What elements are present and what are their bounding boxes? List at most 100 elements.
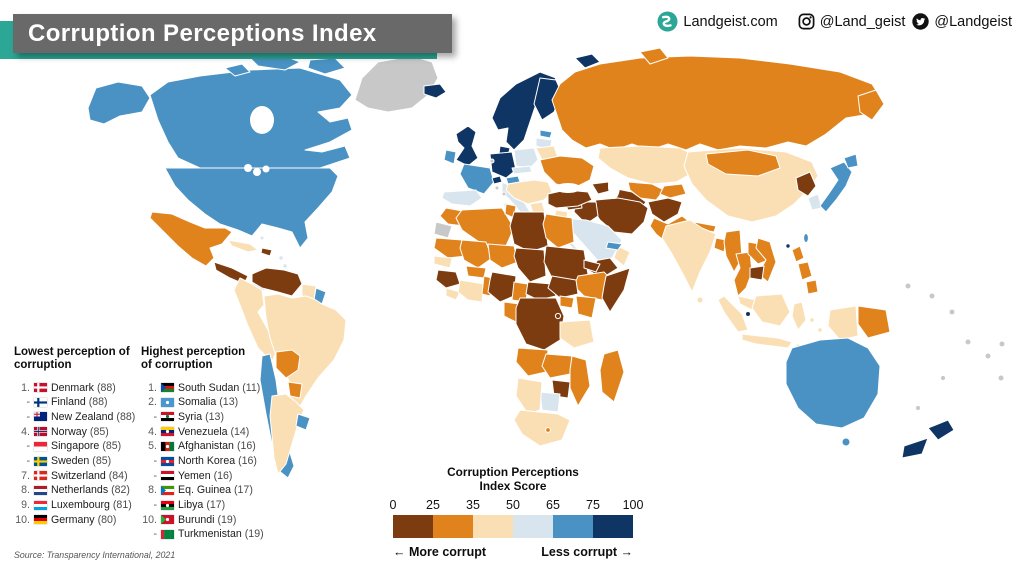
rank-label: - bbox=[26, 410, 30, 423]
map-region-caribbean-islands bbox=[282, 263, 288, 269]
flag-icon-singapore bbox=[34, 441, 47, 451]
map-region-lesotho bbox=[545, 427, 551, 433]
map-region-pacific-islands bbox=[904, 282, 912, 290]
map-region-kenya bbox=[575, 295, 597, 319]
legend-swatch bbox=[553, 515, 593, 539]
map-region-drc bbox=[515, 297, 565, 351]
legend-swatch bbox=[393, 515, 433, 539]
country-name: New Zealand bbox=[51, 410, 114, 423]
instagram-handle: @Land_geist bbox=[819, 13, 906, 30]
country-name: Singapore bbox=[51, 440, 100, 453]
map-region-guinea bbox=[435, 269, 461, 289]
map-region-philippines bbox=[797, 261, 813, 281]
map-region-indonesia bbox=[751, 293, 791, 327]
map-region-uruguay bbox=[295, 413, 311, 431]
list-item: - Sweden (85) bbox=[14, 454, 136, 469]
map-region-south-korea bbox=[807, 193, 823, 211]
rank-label: - bbox=[153, 410, 157, 423]
lowest-corruption-list: Lowest perception of corruption 1. Denmar… bbox=[14, 346, 136, 527]
country-score: (84) bbox=[108, 469, 128, 482]
country-score: (88) bbox=[88, 396, 108, 409]
map-region-ivory-ghana bbox=[457, 279, 485, 303]
landgeist-logo-icon bbox=[657, 11, 678, 32]
map-region-ireland bbox=[443, 149, 457, 165]
map-region-hispaniola bbox=[260, 247, 273, 257]
map-region-singapore bbox=[745, 311, 751, 317]
site-label: Landgeist.com bbox=[683, 13, 778, 30]
map-region-uganda bbox=[559, 295, 575, 309]
flag-icon-denmark bbox=[34, 383, 47, 393]
map-region-uk bbox=[455, 125, 479, 167]
map-region-arctic-islands bbox=[224, 63, 251, 77]
map-region-west-new-guinea bbox=[827, 305, 859, 341]
list-item: - Libya (17) bbox=[141, 498, 291, 513]
map-region-new-zealand bbox=[901, 437, 929, 459]
map-region-usa bbox=[164, 167, 339, 249]
country-score: (16) bbox=[213, 469, 233, 482]
list-item: 5. Afghanistan (16) bbox=[141, 439, 291, 454]
flag-icon-turkmenistan bbox=[161, 529, 174, 539]
twitter-group: @Landgeist bbox=[912, 13, 1012, 30]
branding-bar: Landgeist.com @Land_geist @Landgeist bbox=[657, 11, 1012, 32]
legend-tick: 0 bbox=[389, 498, 397, 513]
country-name: Burundi bbox=[178, 513, 215, 526]
country-name: Venezuela bbox=[178, 425, 228, 438]
list-item: 10. Burundi (19) bbox=[141, 512, 291, 527]
map-region-bangladesh bbox=[713, 237, 727, 253]
country-score: (13) bbox=[219, 396, 239, 409]
map-region-kazakhstan bbox=[597, 145, 701, 185]
list-item: 9. Luxembourg (81) bbox=[14, 498, 136, 513]
map-region-scandinavia bbox=[574, 53, 601, 69]
map-region-estonia bbox=[539, 129, 553, 139]
map-region-indonesia bbox=[741, 333, 793, 349]
map-region-png bbox=[857, 305, 891, 339]
list-item: 7. Switzerland (84) bbox=[14, 468, 136, 483]
map-region-sri-lanka bbox=[696, 296, 704, 304]
right-arrow-icon: → bbox=[620, 545, 634, 560]
sea-overlay bbox=[608, 173, 620, 199]
rank-label: - bbox=[153, 528, 157, 541]
map-region-venezuela bbox=[251, 267, 303, 297]
flag-icon-norway bbox=[34, 427, 47, 437]
country-score: (85) bbox=[89, 425, 109, 438]
map-region-australia bbox=[841, 437, 851, 447]
country-score: (85) bbox=[92, 455, 112, 467]
rank-label: - bbox=[26, 440, 30, 453]
map-region-cambodia bbox=[749, 265, 765, 281]
country-name: Yemen bbox=[178, 469, 211, 482]
sea-overlay bbox=[555, 183, 581, 193]
map-region-france bbox=[459, 163, 495, 195]
legend: Corruption Perceptions Index Score 0 25 35… bbox=[389, 465, 644, 560]
map-region-indonesia bbox=[717, 295, 749, 333]
map-region-madagascar bbox=[599, 349, 625, 403]
sea-overlay bbox=[253, 168, 261, 176]
map-region-mauritania bbox=[433, 237, 467, 259]
map-region-europe-microstates bbox=[494, 185, 500, 191]
map-region-russia bbox=[639, 47, 669, 65]
map-region-indonesia bbox=[809, 317, 815, 323]
map-region-afghanistan bbox=[647, 197, 683, 223]
legend-swatches bbox=[393, 515, 633, 539]
map-region-new-zealand bbox=[927, 419, 955, 441]
legend-ticks: 0 25 35 50 65 75 100 bbox=[389, 498, 644, 515]
map-region-botswana bbox=[539, 391, 561, 413]
country-name: Luxembourg bbox=[51, 499, 110, 512]
country-name: Netherlands bbox=[51, 484, 109, 497]
flag-icon-new-zealand bbox=[34, 412, 47, 422]
flag-icon-venezuela bbox=[161, 427, 174, 437]
map-region-somalia bbox=[601, 267, 631, 313]
map-region-malaysia bbox=[737, 295, 757, 311]
map-region-burkina bbox=[465, 265, 487, 279]
list-item: - Syria (13) bbox=[141, 410, 291, 425]
map-region-eritrea bbox=[583, 259, 601, 273]
map-region-germany bbox=[489, 151, 517, 179]
map-region-japan bbox=[843, 153, 859, 169]
map-region-indonesia bbox=[791, 301, 807, 331]
map-region-pacific-islands bbox=[964, 338, 972, 346]
rank-label: 8. bbox=[21, 484, 30, 497]
legend-swatch bbox=[473, 515, 513, 539]
legend-tick: 35 bbox=[466, 498, 480, 513]
country-name: Germany bbox=[51, 513, 95, 526]
country-name: Syria bbox=[178, 410, 203, 423]
map-region-bolivia bbox=[275, 349, 301, 379]
